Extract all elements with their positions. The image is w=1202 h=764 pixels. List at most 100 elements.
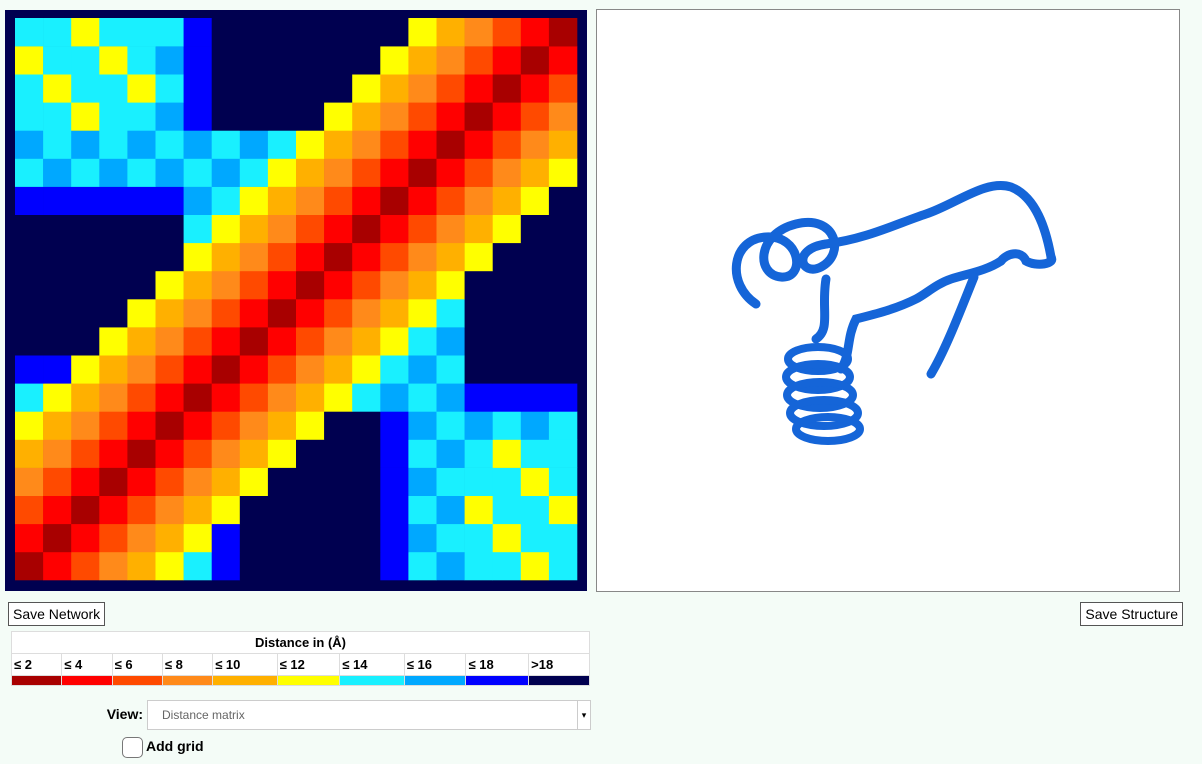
matrix-cell[interactable] (43, 271, 71, 299)
matrix-cell[interactable] (352, 440, 380, 468)
matrix-cell[interactable] (296, 327, 324, 355)
matrix-cell[interactable] (156, 46, 184, 74)
matrix-cell[interactable] (352, 102, 380, 130)
matrix-cell[interactable] (212, 18, 240, 46)
matrix-cell[interactable] (493, 18, 521, 46)
matrix-cell[interactable] (184, 355, 212, 383)
matrix-cell[interactable] (549, 130, 577, 158)
matrix-cell[interactable] (127, 327, 155, 355)
matrix-cell[interactable] (549, 299, 577, 327)
matrix-cell[interactable] (296, 46, 324, 74)
matrix-cell[interactable] (521, 130, 549, 158)
matrix-cell[interactable] (99, 355, 127, 383)
matrix-cell[interactable] (408, 524, 436, 552)
matrix-cell[interactable] (99, 271, 127, 299)
matrix-cell[interactable] (521, 159, 549, 187)
matrix-cell[interactable] (212, 468, 240, 496)
matrix-cell[interactable] (493, 299, 521, 327)
matrix-cell[interactable] (184, 102, 212, 130)
matrix-cell[interactable] (43, 299, 71, 327)
matrix-cell[interactable] (212, 299, 240, 327)
matrix-cell[interactable] (240, 243, 268, 271)
matrix-cell[interactable] (493, 383, 521, 411)
matrix-cell[interactable] (437, 552, 465, 580)
matrix-cell[interactable] (408, 327, 436, 355)
matrix-cell[interactable] (324, 159, 352, 187)
matrix-cell[interactable] (408, 496, 436, 524)
matrix-cell[interactable] (99, 468, 127, 496)
matrix-cell[interactable] (465, 243, 493, 271)
matrix-cell[interactable] (521, 496, 549, 524)
matrix-cell[interactable] (99, 187, 127, 215)
matrix-cell[interactable] (212, 271, 240, 299)
matrix-cell[interactable] (43, 552, 71, 580)
matrix-cell[interactable] (184, 468, 212, 496)
matrix-cell[interactable] (15, 496, 43, 524)
matrix-cell[interactable] (184, 159, 212, 187)
matrix-cell[interactable] (99, 18, 127, 46)
matrix-cell[interactable] (324, 496, 352, 524)
matrix-cell[interactable] (99, 215, 127, 243)
matrix-cell[interactable] (99, 46, 127, 74)
matrix-cell[interactable] (156, 159, 184, 187)
matrix-cell[interactable] (493, 355, 521, 383)
matrix-cell[interactable] (352, 411, 380, 439)
matrix-cell[interactable] (240, 215, 268, 243)
matrix-cell[interactable] (380, 383, 408, 411)
matrix-cell[interactable] (212, 411, 240, 439)
matrix-cell[interactable] (212, 159, 240, 187)
matrix-cell[interactable] (43, 524, 71, 552)
matrix-cell[interactable] (380, 215, 408, 243)
matrix-cell[interactable] (156, 355, 184, 383)
matrix-cell[interactable] (465, 74, 493, 102)
matrix-cell[interactable] (380, 46, 408, 74)
matrix-cell[interactable] (184, 440, 212, 468)
save-network-button[interactable]: Save Network (8, 602, 105, 626)
matrix-cell[interactable] (99, 524, 127, 552)
matrix-cell[interactable] (437, 468, 465, 496)
matrix-cell[interactable] (437, 215, 465, 243)
matrix-cell[interactable] (437, 243, 465, 271)
matrix-cell[interactable] (493, 159, 521, 187)
matrix-cell[interactable] (156, 271, 184, 299)
matrix-cell[interactable] (99, 74, 127, 102)
matrix-cell[interactable] (352, 74, 380, 102)
matrix-cell[interactable] (352, 159, 380, 187)
matrix-cell[interactable] (549, 383, 577, 411)
matrix-cell[interactable] (549, 552, 577, 580)
matrix-cell[interactable] (324, 327, 352, 355)
matrix-cell[interactable] (549, 215, 577, 243)
matrix-cell[interactable] (15, 383, 43, 411)
matrix-cell[interactable] (493, 468, 521, 496)
matrix-cell[interactable] (465, 215, 493, 243)
matrix-cell[interactable] (521, 355, 549, 383)
matrix-cell[interactable] (43, 18, 71, 46)
matrix-cell[interactable] (324, 102, 352, 130)
matrix-cell[interactable] (127, 159, 155, 187)
matrix-cell[interactable] (493, 102, 521, 130)
matrix-cell[interactable] (324, 411, 352, 439)
matrix-cell[interactable] (521, 299, 549, 327)
matrix-cell[interactable] (156, 383, 184, 411)
matrix-cell[interactable] (184, 299, 212, 327)
matrix-cell[interactable] (437, 18, 465, 46)
matrix-cell[interactable] (437, 524, 465, 552)
matrix-cell[interactable] (212, 552, 240, 580)
matrix-cell[interactable] (240, 524, 268, 552)
matrix-cell[interactable] (156, 327, 184, 355)
matrix-cell[interactable] (408, 18, 436, 46)
matrix-cell[interactable] (212, 130, 240, 158)
matrix-cell[interactable] (127, 440, 155, 468)
matrix-cell[interactable] (521, 327, 549, 355)
matrix-cell[interactable] (437, 355, 465, 383)
matrix-cell[interactable] (212, 215, 240, 243)
matrix-cell[interactable] (408, 440, 436, 468)
matrix-cell[interactable] (296, 299, 324, 327)
matrix-cell[interactable] (296, 524, 324, 552)
matrix-cell[interactable] (212, 102, 240, 130)
matrix-cell[interactable] (156, 18, 184, 46)
matrix-cell[interactable] (549, 243, 577, 271)
matrix-cell[interactable] (240, 102, 268, 130)
matrix-cell[interactable] (437, 440, 465, 468)
matrix-cell[interactable] (71, 18, 99, 46)
